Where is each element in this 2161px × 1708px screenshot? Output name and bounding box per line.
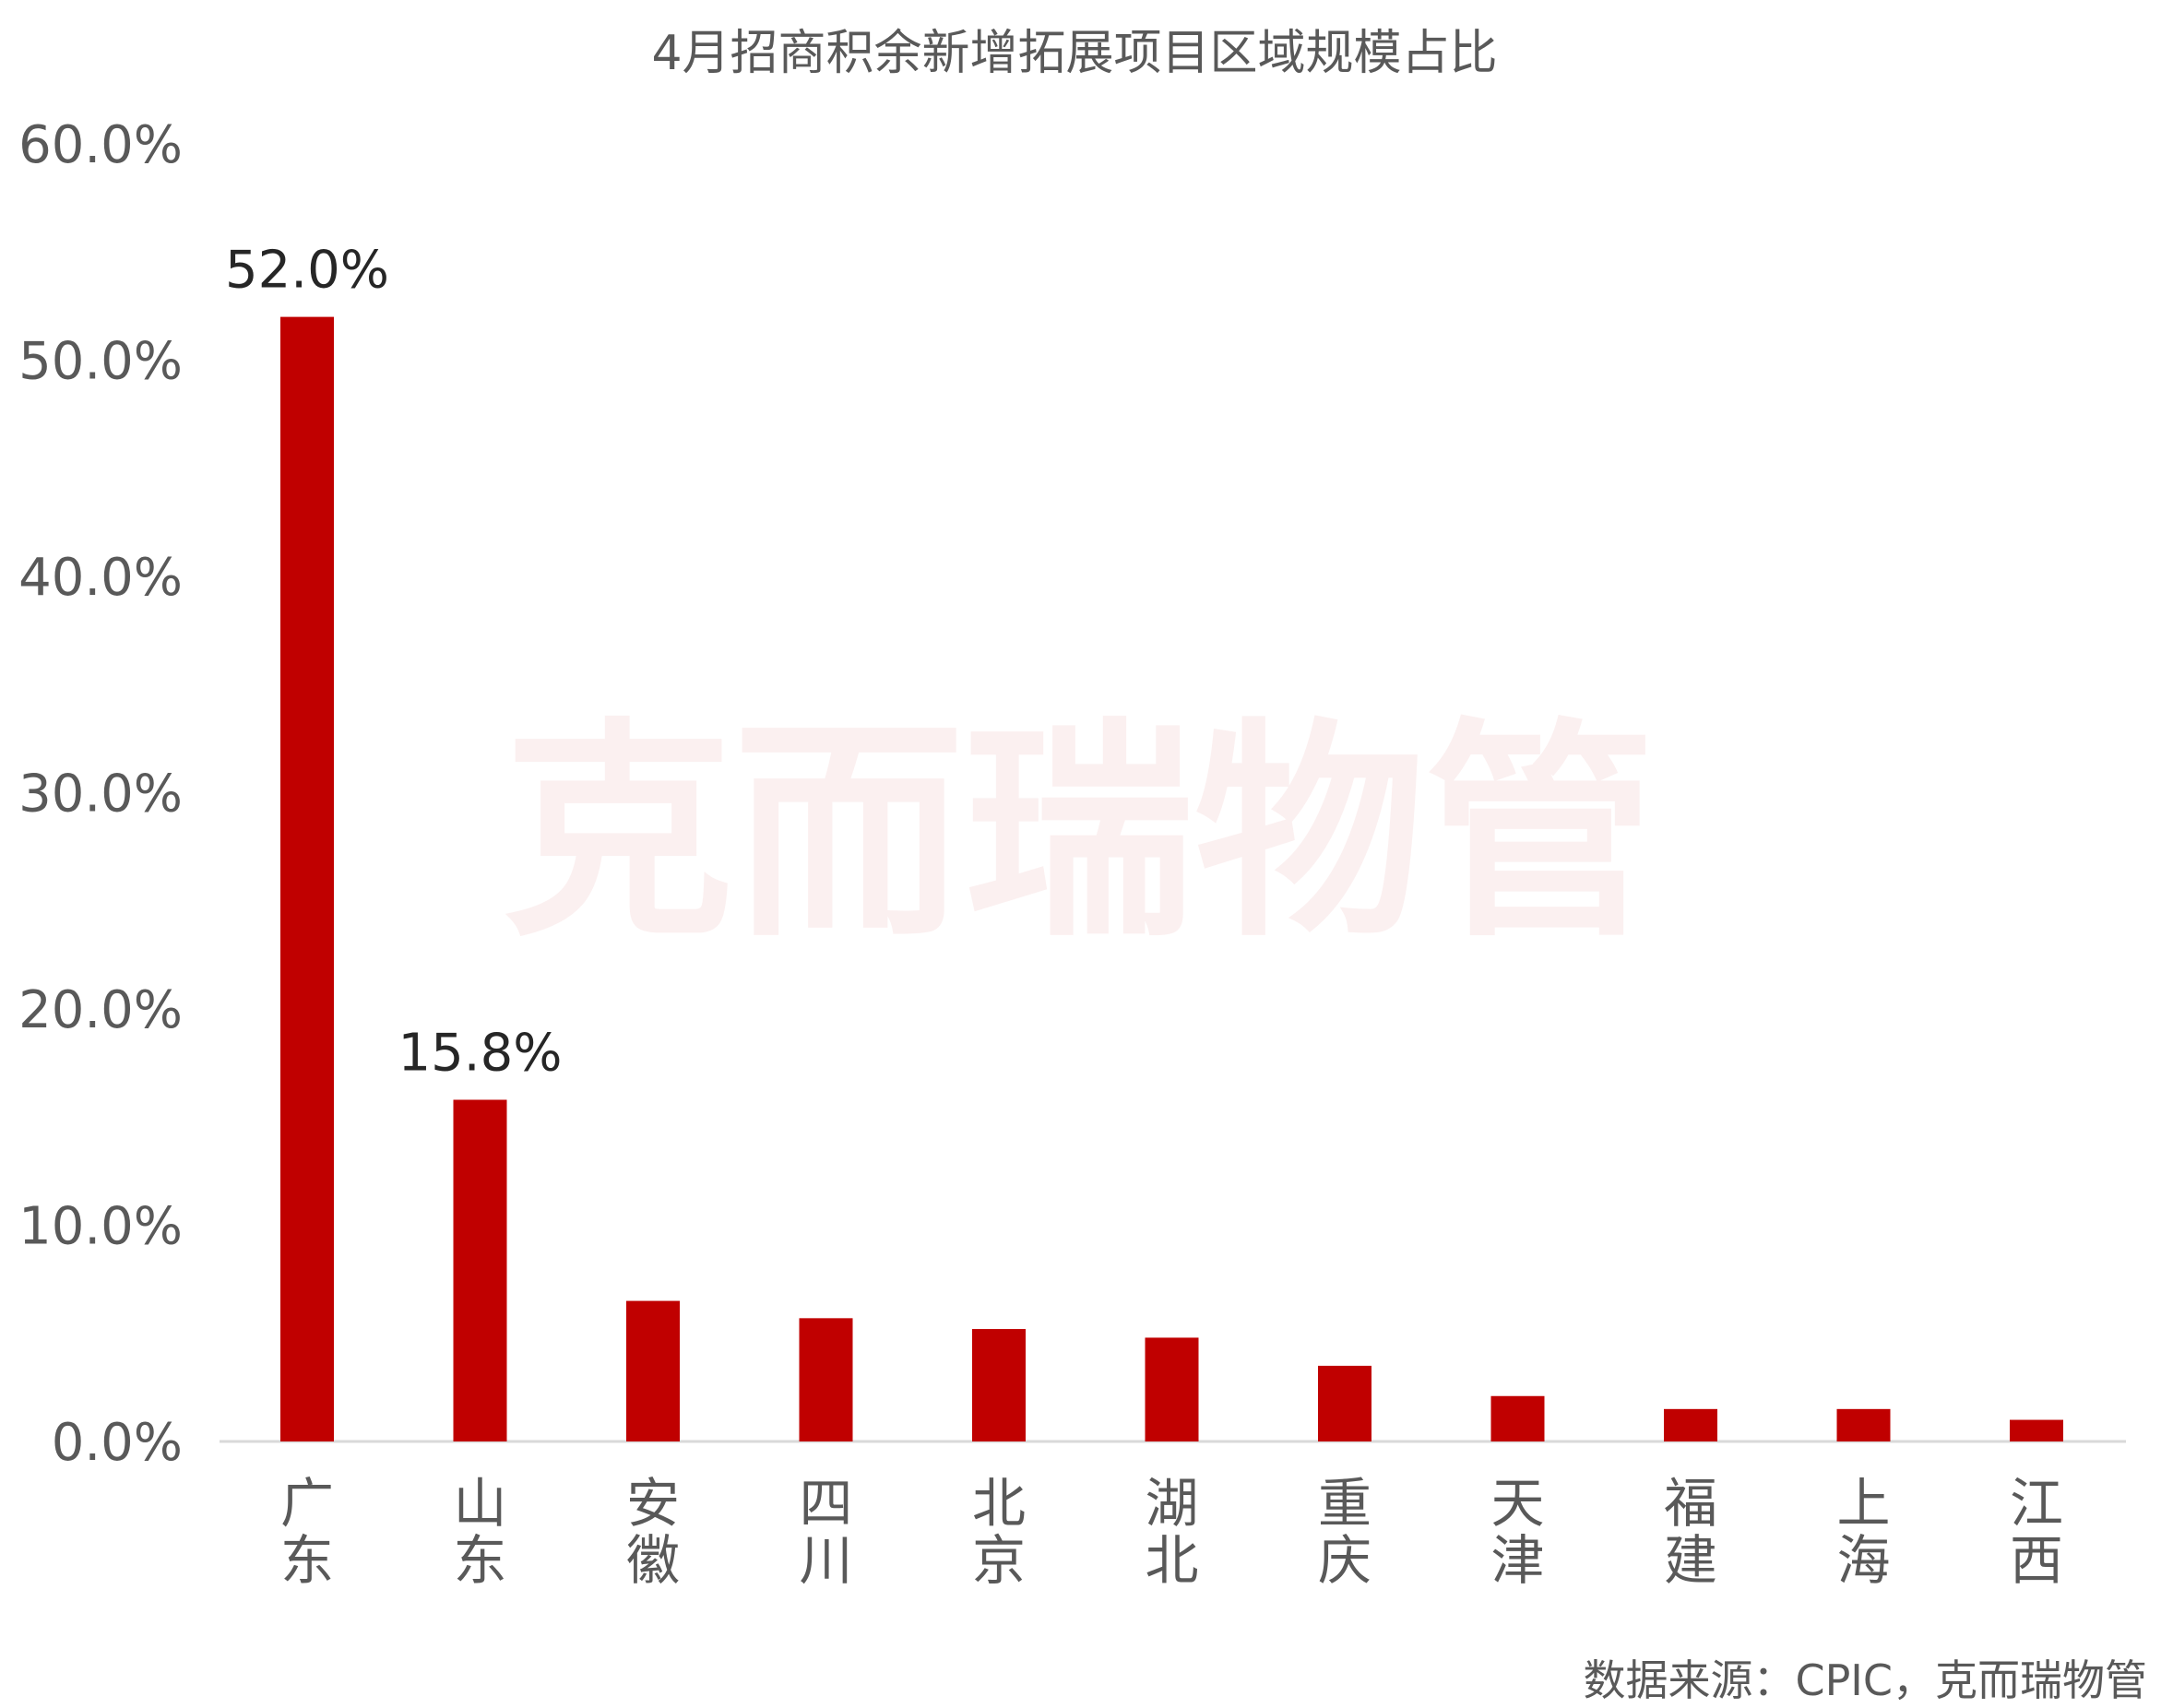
watermark: 克而瑞物管 (503, 699, 1656, 967)
data-labels: 52.0% 15.8% (225, 241, 562, 1084)
category-label: 广东 (280, 1472, 334, 1592)
bar (1664, 1408, 1717, 1441)
bar (799, 1318, 853, 1441)
category-label: 山东 (453, 1472, 506, 1592)
bar (1145, 1337, 1199, 1441)
data-label: 52.0% (225, 241, 389, 301)
data-label: 15.8% (398, 1023, 563, 1083)
y-tick-label: 30.0% (18, 765, 183, 824)
source-note: 数据来源：CPIC，克而瑞物管 (1583, 1655, 2147, 1705)
category-label: 江西 (2010, 1472, 2063, 1592)
chart-title: 4月招商积余新增拓展项目区域规模占比 (651, 26, 1497, 81)
bar (453, 1099, 507, 1441)
bar (626, 1300, 680, 1441)
category-label: 福建 (1664, 1472, 1717, 1592)
y-axis: 0.0% 10.0% 20.0% 30.0% 40.0% 50.0% 60.0% (18, 115, 183, 1473)
category-label: 重庆 (1318, 1472, 1371, 1592)
category-label: 天津 (1490, 1472, 1544, 1592)
y-tick-label: 60.0% (18, 115, 183, 175)
category-label: 北京 (972, 1472, 1026, 1592)
bars (280, 316, 2063, 1442)
y-tick-label: 20.0% (18, 980, 183, 1040)
y-tick-label: 0.0% (52, 1413, 183, 1473)
bar (1490, 1395, 1545, 1441)
category-label: 安徽 (626, 1472, 680, 1592)
y-tick-label: 50.0% (18, 332, 183, 392)
category-label: 四川 (799, 1472, 852, 1592)
bar (972, 1329, 1026, 1441)
bar (1318, 1365, 1371, 1441)
bar (1836, 1408, 1891, 1441)
category-label: 湖北 (1145, 1472, 1198, 1592)
y-tick-label: 40.0% (18, 548, 183, 608)
bar (280, 316, 334, 1442)
y-tick-label: 10.0% (18, 1197, 183, 1257)
bar (2010, 1419, 2063, 1441)
category-label: 上海 (1836, 1472, 1890, 1592)
